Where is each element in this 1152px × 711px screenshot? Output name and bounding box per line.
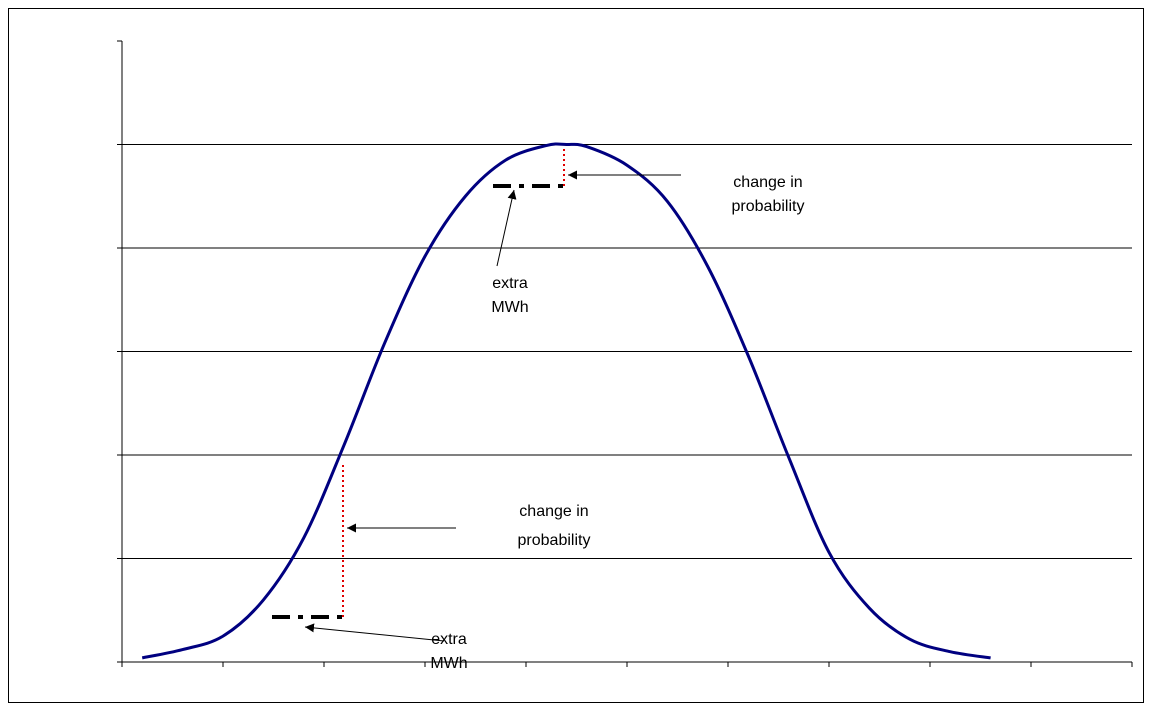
annotation-text: MWh [491,299,528,316]
annotation-shapes [272,147,681,642]
annotation-text: extra [492,275,528,292]
annotation-text: probability [732,198,805,215]
annotation-text: change in [733,174,802,191]
arrow [496,189,517,267]
line-series [141,142,991,660]
marks-layer [141,142,991,660]
annotations: change in probability extra MWh change in pro… [430,174,804,672]
frame [8,8,1144,703]
annotation-text: extra [431,631,467,648]
arrow [304,623,445,642]
annotation-text: MWh [430,655,467,672]
annotation-text: probability [518,532,591,549]
grid-layer [117,40,1133,667]
annotation-text: change in [519,503,588,520]
